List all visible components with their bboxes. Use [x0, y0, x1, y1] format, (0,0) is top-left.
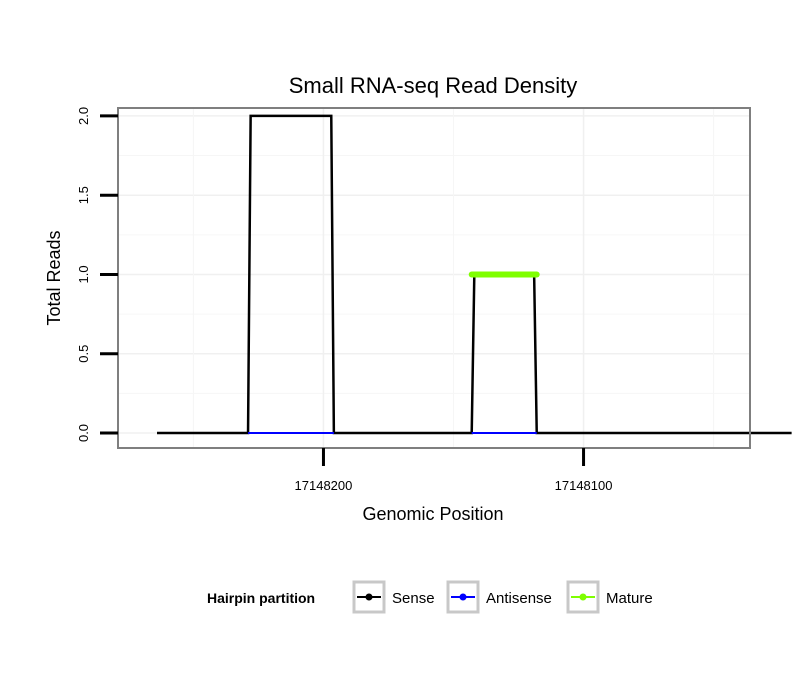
x-tick-label-1: 17148100	[555, 478, 613, 493]
chart-title: Small RNA-seq Read Density	[289, 73, 578, 98]
y-tick-label-2: 1.0	[76, 265, 91, 283]
legend-item-antisense: Antisense	[446, 580, 552, 614]
gridlines	[118, 108, 750, 448]
legend-label-sense: Sense	[392, 590, 435, 607]
data-series	[157, 114, 792, 435]
legend-key-point-mature	[579, 593, 587, 601]
y-axis-title: Total Reads	[44, 230, 64, 325]
x-tick-label-0: 17148200	[295, 478, 353, 493]
plot-background	[118, 108, 750, 448]
series-sense-line	[157, 114, 792, 435]
legend: Hairpin partition Sense Antisense Mature	[207, 580, 653, 614]
legend-label-antisense: Antisense	[486, 590, 552, 607]
plot-panel	[117, 107, 792, 449]
legend-key-point-sense	[365, 593, 373, 601]
legend-key-point-antisense	[459, 593, 467, 601]
x-axis: 17148200 17148100	[295, 448, 613, 493]
y-tick-label-4: 2.0	[76, 107, 91, 125]
legend-keys: Sense Antisense Mature	[352, 580, 653, 614]
legend-title: Hairpin partition	[207, 590, 315, 606]
plot-border	[117, 107, 751, 449]
legend-item-mature: Mature	[566, 580, 653, 614]
x-axis-title: Genomic Position	[362, 504, 503, 524]
y-tick-label-0: 0.0	[76, 424, 91, 442]
y-axis: 0.0 0.5 1.0 1.5 2.0	[76, 107, 118, 442]
legend-item-sense: Sense	[352, 580, 435, 614]
legend-label-mature: Mature	[606, 590, 653, 607]
y-tick-label-3: 1.5	[76, 186, 91, 204]
y-tick-label-1: 0.5	[76, 345, 91, 363]
